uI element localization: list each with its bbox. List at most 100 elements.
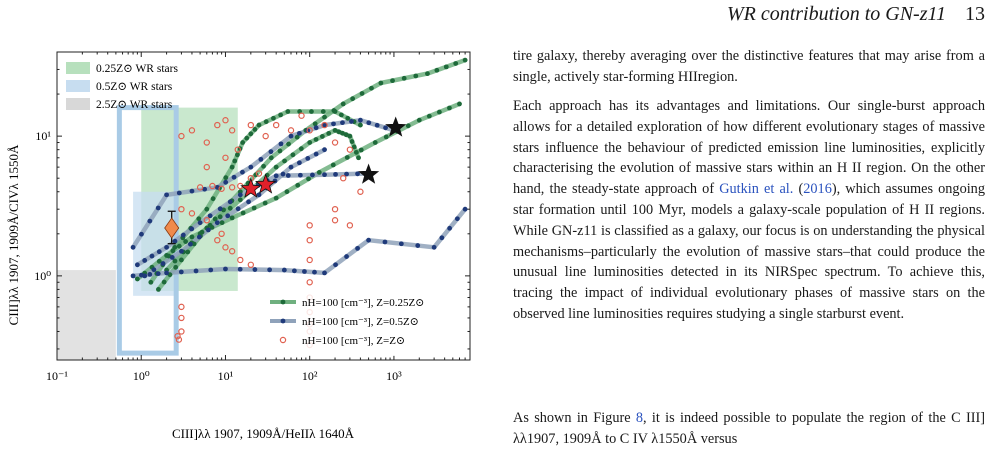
track-point xyxy=(253,172,259,178)
track-point xyxy=(296,130,302,136)
track-point xyxy=(178,269,184,275)
z-solar-point xyxy=(178,328,185,335)
track-point xyxy=(173,264,179,270)
paragraph-text: Each approach has its advantages and lim… xyxy=(513,98,985,198)
track-point xyxy=(332,109,338,114)
z-solar-point xyxy=(218,185,225,192)
y-tick-label: 10¹ xyxy=(35,129,51,143)
track-point xyxy=(344,155,350,160)
plot-border xyxy=(56,51,471,361)
legend-marker xyxy=(280,299,286,305)
track-point xyxy=(343,132,349,138)
track-point xyxy=(312,269,317,275)
track-point xyxy=(383,125,388,131)
z-solar-point xyxy=(331,217,339,224)
track-point xyxy=(240,140,246,145)
track-point xyxy=(294,134,300,140)
track-point xyxy=(268,149,274,155)
paragraph-text: tire galaxy, thereby averaging over the … xyxy=(513,48,985,85)
star-marker xyxy=(358,163,380,184)
series-legend: nH=100 [cm⁻³], Z=0.25Z⊙ nH=100 [cm⁻³], Z=… xyxy=(263,294,466,356)
track-point xyxy=(320,109,326,114)
track-point xyxy=(366,237,371,243)
z-solar-point xyxy=(203,217,210,224)
track-point xyxy=(295,182,301,188)
z-solar-point xyxy=(228,248,236,255)
track-point xyxy=(326,130,332,136)
track-point xyxy=(204,206,210,212)
track-point xyxy=(286,141,291,147)
legend-box xyxy=(263,294,466,356)
track-point xyxy=(302,269,307,274)
track-point xyxy=(344,171,349,177)
track-point xyxy=(273,195,279,201)
track-point xyxy=(285,173,291,178)
track-point xyxy=(267,267,273,273)
paragraph-text: , it is indeed possible to populate the … xyxy=(513,410,986,447)
track-point xyxy=(205,227,211,233)
z-solar-point xyxy=(214,236,221,244)
track-point xyxy=(349,139,355,144)
track-point xyxy=(285,109,291,114)
track-point xyxy=(130,273,136,279)
track-point xyxy=(434,67,440,73)
track-point xyxy=(248,131,254,137)
track-point xyxy=(322,114,327,120)
legend-label: nH=100 [cm⁻³], Z=0.25Z⊙ xyxy=(302,297,424,309)
track-point xyxy=(447,105,452,111)
track-point xyxy=(322,147,327,153)
z-solar-point xyxy=(287,127,295,134)
track-point xyxy=(189,234,195,240)
z-solar-point xyxy=(203,139,210,146)
x-tick-label: 10⁰ xyxy=(133,369,150,383)
track-point xyxy=(251,205,257,211)
track-point xyxy=(358,117,363,123)
track-point xyxy=(130,244,136,250)
track-point xyxy=(356,155,361,161)
z-solar-point xyxy=(247,261,255,269)
track-point xyxy=(268,155,274,161)
star-marker xyxy=(240,177,262,198)
track-point xyxy=(333,171,338,177)
track-point xyxy=(170,248,176,254)
track-point xyxy=(306,176,311,182)
z-solar-point xyxy=(247,121,255,129)
x-tick-label: 10² xyxy=(302,369,318,383)
track-point xyxy=(196,216,202,222)
track-point xyxy=(355,171,360,177)
track-point xyxy=(351,144,357,150)
track-point xyxy=(338,112,344,118)
track-point xyxy=(453,61,459,66)
track-point xyxy=(281,267,287,273)
track-point xyxy=(443,64,449,70)
track-point xyxy=(156,249,162,255)
z-solar-point xyxy=(188,127,196,134)
paragraph-2: Each approach has its advantages and lim… xyxy=(513,96,985,335)
track-point xyxy=(398,241,404,247)
track-point xyxy=(223,179,229,185)
legend-marker xyxy=(280,318,286,324)
z-solar-point xyxy=(178,132,185,140)
track-point xyxy=(262,200,268,206)
track-point xyxy=(336,129,342,135)
z-solar-point xyxy=(178,303,185,311)
track-point xyxy=(322,270,327,276)
citation-year-link[interactable]: 2016 xyxy=(803,181,832,198)
track-point xyxy=(305,156,311,161)
legend-label: 0.5Z⊙ WR stars xyxy=(96,81,173,93)
z-solar-point xyxy=(272,121,280,129)
z-solar-point xyxy=(178,205,185,213)
track-point xyxy=(180,232,186,238)
track-point xyxy=(217,206,223,212)
track-point xyxy=(316,170,322,175)
z-solar-point xyxy=(298,112,305,119)
plot-frame xyxy=(56,51,471,361)
track-point xyxy=(457,101,462,107)
x-axis-label: CIII]λλ 1907, 1909Å/HeIIλ 1640Å xyxy=(172,426,355,441)
figure-link[interactable]: 8 xyxy=(635,410,644,426)
track-point xyxy=(223,266,228,272)
track-point xyxy=(278,141,284,147)
citation-link[interactable]: Gutkin et al. xyxy=(719,181,794,198)
track-point xyxy=(240,169,245,175)
